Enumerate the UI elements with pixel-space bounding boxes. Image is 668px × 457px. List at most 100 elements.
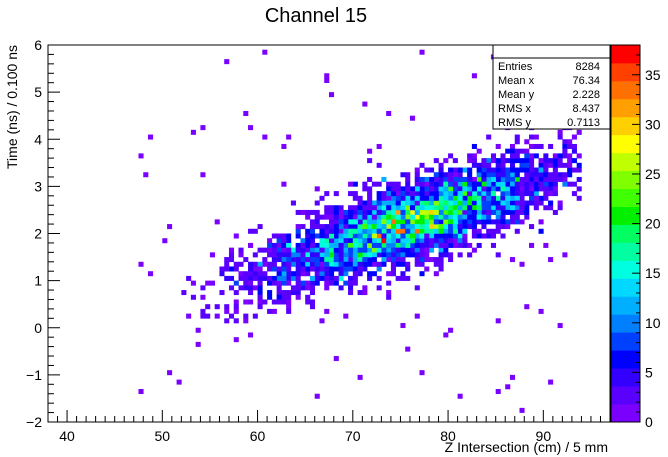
histogram-bin [471,233,477,239]
histogram-bin [281,280,287,286]
histogram-bin [495,252,501,258]
histogram-bin [419,219,425,225]
stats-label: Mean x [498,75,535,87]
histogram-bin [314,200,320,206]
histogram-bin [224,257,230,263]
histogram-bin [505,181,511,187]
histogram-bin [400,247,406,253]
histogram-bin [452,172,458,178]
histogram-bin [409,247,416,253]
histogram-bin [333,252,339,258]
histogram-bin [548,200,554,206]
histogram-bin [543,186,549,192]
palette-band [611,134,640,154]
histogram-bin [471,224,477,230]
histogram-bin [333,242,339,248]
histogram-bin [519,205,525,211]
histogram-bin [357,374,363,380]
histogram-bin [552,186,558,192]
histogram-bin [267,308,273,314]
histogram-bin [443,186,449,192]
histogram-bin [405,275,411,281]
histogram-bin [233,280,239,286]
histogram-bin [271,242,277,248]
histogram-bin [409,224,416,230]
histogram-bin [448,205,454,211]
y-tick-label: 6 [34,37,42,53]
histogram-bin [457,228,463,234]
histogram-bin [295,285,301,291]
histogram-bin [395,224,401,230]
histogram-bin [281,242,287,248]
histogram-bin [400,271,406,277]
histogram-bin [348,233,354,239]
histogram-bin [338,209,344,215]
histogram-bin [338,219,344,225]
histogram-bin [505,195,511,201]
histogram-bin [367,148,373,154]
histogram-bin [519,195,525,201]
histogram-bin [309,209,316,215]
histogram-bin [414,205,420,211]
histogram-bin [362,205,368,211]
histogram-bin [448,233,454,239]
histogram-bin [529,134,535,140]
histogram-bin [438,261,444,267]
histogram-bin [424,191,430,197]
histogram-bin [481,200,487,206]
histogram-bin [319,261,325,267]
histogram-bin [329,252,335,258]
histogram-bin [405,214,411,220]
histogram-bin [348,214,354,220]
histogram-bin [571,143,577,149]
histogram-bin [276,290,282,296]
histogram-bin [395,233,401,239]
histogram-bin [243,285,249,291]
histogram-bin [314,275,320,281]
x-tick-label: 90 [536,428,552,444]
histogram-bin [205,304,211,310]
histogram-bin [562,181,568,187]
histogram-bin [305,285,311,291]
histogram-bin [381,238,387,244]
histogram-bin [462,228,468,234]
histogram-bin [571,148,577,154]
histogram-bin [505,167,511,173]
histogram-bin [381,233,387,239]
histogram-bin [419,257,425,263]
histogram-bin [367,228,373,234]
histogram-bin [386,214,392,220]
histogram-bin [452,238,458,244]
histogram-bin [486,158,492,164]
histogram-bin [348,285,354,291]
histogram-bin [433,186,439,192]
histogram-bin [414,313,420,319]
histogram-bin [376,200,382,206]
histogram-bin [176,379,182,385]
histogram-bin [271,252,277,258]
histogram-bin [281,299,287,305]
histogram-bin [367,242,373,248]
histogram-bin [552,176,558,182]
histogram-bin [395,228,401,234]
histogram-bin [352,238,358,244]
histogram-bin [529,158,535,164]
histogram-bin [429,181,435,187]
histogram-bin [533,195,539,201]
histogram-bin [481,186,487,192]
histogram-bin [281,271,287,277]
histogram-bin [448,209,454,215]
histogram-bin [267,266,273,272]
histogram-bin [348,247,354,253]
histogram-bin [476,162,482,168]
histogram-bin [543,191,549,197]
histogram-bin [333,247,339,253]
histogram-bin [548,176,554,182]
histogram-bin [367,214,373,220]
histogram-bin [524,139,530,145]
histogram-bin [281,266,287,272]
histogram-bin [367,233,373,239]
histogram-bin [571,158,577,164]
histogram-bin [457,238,463,244]
stats-box-frame [492,44,611,130]
